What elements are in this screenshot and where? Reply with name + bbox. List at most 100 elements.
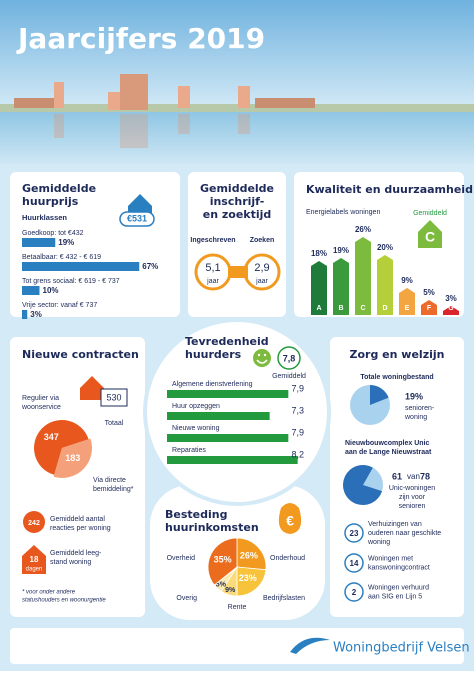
panel-title: huurprijs: [22, 195, 79, 208]
energy-label: D: [382, 305, 387, 312]
stat: 23: [350, 529, 359, 538]
value-label: 7,9: [291, 383, 304, 393]
label: stand woning: [50, 559, 91, 566]
value-label: 19%: [58, 238, 74, 247]
logo: Woningbedrijf Velsen: [333, 641, 470, 656]
label: Goedkoop: tot €432: [22, 230, 84, 237]
value-label: 18%: [311, 249, 327, 258]
value-label: 9%: [401, 276, 413, 285]
footnote: * voor onder andere: [22, 590, 76, 596]
overall: 7,8: [283, 353, 296, 363]
page-title: Jaarcijfers 2019: [16, 22, 265, 55]
average: C: [425, 229, 435, 245]
label: ouderen naar geschikte: [368, 530, 441, 537]
label: Via directe: [93, 477, 126, 484]
label: Gemiddeld aantal: [50, 516, 105, 523]
label: Gemiddeld: [413, 210, 447, 217]
label: Woningen met: [368, 555, 413, 562]
pie-slice: [370, 385, 389, 405]
value-label: 8,2: [291, 449, 304, 459]
bar: [399, 288, 415, 315]
bar: [311, 261, 327, 315]
pie-slice: [207, 537, 238, 586]
label: senioren-: [405, 405, 435, 412]
panel-title: Gemiddelde: [200, 182, 274, 195]
value-label: 7,9: [291, 427, 304, 437]
label: Reparaties: [172, 447, 206, 454]
value-label: 183: [65, 453, 80, 463]
label: Betaalbaar: € 432 - € 619: [22, 254, 101, 261]
label: Ingeschreven: [190, 237, 235, 244]
stat: 2: [352, 588, 357, 597]
value-label: 35%: [214, 554, 232, 564]
value-label: 19%: [405, 391, 423, 401]
energy-label: C: [360, 305, 365, 312]
panel-title: Gemiddelde: [22, 182, 96, 195]
bar: [377, 255, 393, 315]
icons: [22, 194, 442, 654]
label: Bedrijfslasten: [263, 595, 305, 602]
value-label: 3%: [30, 310, 42, 319]
sky: [0, 0, 474, 118]
subtitle: aan de Lange Nieuwstraat: [345, 449, 432, 456]
footnote: statushouders en woonurgentie: [22, 598, 106, 604]
value-label: 26%: [355, 225, 371, 234]
label: woning: [367, 539, 390, 546]
label: Tot grens sociaal: € 619 - € 737: [22, 278, 120, 285]
label: jaar: [206, 278, 219, 285]
bar: [167, 434, 289, 442]
label: Totaal: [105, 420, 124, 427]
label: aan SIG en Lijn 5: [368, 593, 422, 600]
subtitle: Huurklassen: [22, 213, 67, 222]
energy-label: A: [316, 305, 321, 312]
value-label: 7,3: [291, 405, 304, 415]
panel-title: Nieuwe contracten: [22, 348, 139, 361]
subtitle: Nieuwbouwcomplex Unic: [345, 440, 430, 447]
label: Rente: [228, 604, 247, 611]
subtitle: Totale woningbestand: [360, 374, 433, 381]
bar: [421, 300, 437, 315]
value: 2,9: [254, 262, 269, 274]
label: Huur opzeggen: [172, 403, 220, 410]
label: reacties per woning: [50, 525, 111, 532]
bar: [22, 238, 56, 247]
value: 5,1: [205, 262, 220, 274]
label: bemiddeling*: [93, 486, 134, 493]
total: 530: [106, 392, 121, 402]
label: Algemene dienstverlening: [172, 381, 253, 388]
label: Nieuwe woning: [172, 425, 220, 432]
label: jaar: [255, 278, 268, 285]
skyline: [0, 74, 474, 112]
label: Gemiddeld leeg-: [50, 550, 102, 557]
label: woning: [404, 414, 427, 421]
panel-title: inschrijf-: [210, 195, 265, 208]
panel-title: Zorg en welzijn: [350, 348, 445, 361]
bar: [22, 286, 40, 295]
pie-slice: [343, 464, 383, 505]
label: Gemiddeld: [272, 373, 306, 380]
value: 61: [392, 471, 402, 481]
value-label: 347: [44, 432, 59, 442]
label: Overig: [176, 595, 197, 602]
value-label: 5%: [423, 288, 435, 297]
label: Verhuizingen van: [368, 521, 422, 528]
energy-label: E: [405, 305, 410, 312]
pie-slice: [236, 566, 267, 597]
reflection: [54, 114, 250, 148]
value-label: 26%: [240, 551, 258, 561]
energy-label: G: [448, 305, 454, 312]
pie-slice: [53, 438, 93, 478]
panel-title: huurinkomsten: [165, 521, 259, 534]
value-label: 5%: [216, 582, 227, 589]
label: Vrije sector: vanaf € 737: [22, 302, 97, 309]
value: 78: [420, 471, 430, 481]
bar: [22, 262, 140, 271]
bar: [167, 390, 289, 398]
label: Unic-woningen: [389, 485, 435, 492]
label: Onderhoud: [270, 555, 305, 562]
value-label: 23%: [239, 573, 257, 583]
energy-label: B: [338, 305, 343, 312]
stat: 242: [28, 520, 40, 527]
